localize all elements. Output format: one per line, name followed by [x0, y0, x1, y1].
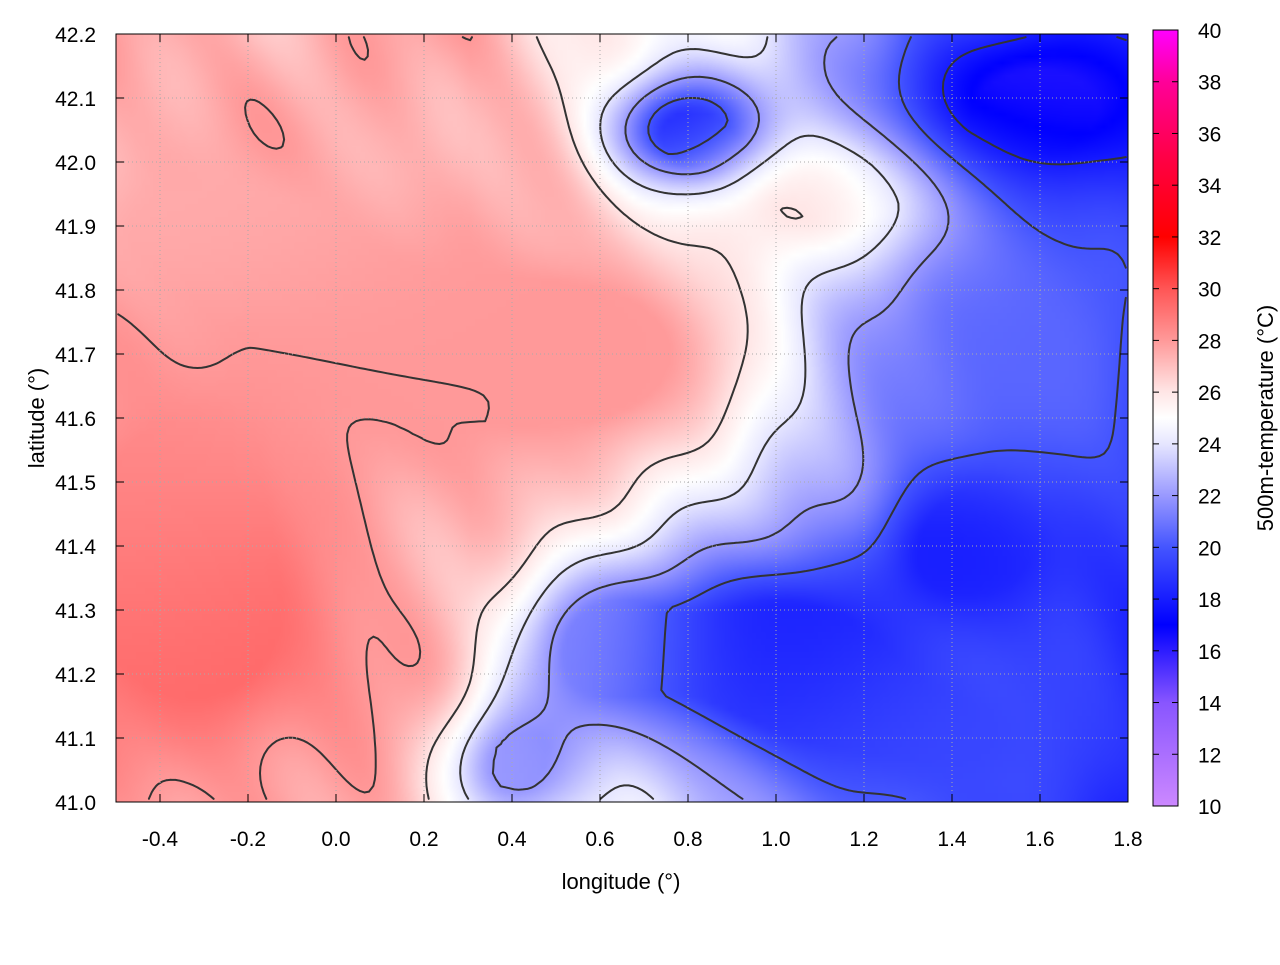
contour-line [647, 36, 1127, 800]
x-tick-label: 0.8 [673, 828, 702, 851]
colorbar-tick-label: 14 [1198, 693, 1222, 716]
colorbar-tick-label: 32 [1198, 227, 1221, 250]
y-axis-label: latitude (°) [24, 368, 49, 469]
y-tick-label: 41.9 [55, 216, 96, 239]
y-tick-label: 41.6 [55, 408, 96, 431]
colorbar-tick-label: 22 [1198, 486, 1221, 509]
x-tick-label: 0.2 [409, 828, 438, 851]
y-tick-label: 41.8 [55, 280, 96, 303]
x-tick-label: 0.0 [321, 828, 350, 851]
x-tick-label: 1.8 [1113, 828, 1142, 851]
contour-line [491, 36, 950, 800]
x-tick-label: 0.4 [497, 828, 527, 851]
colorbar-tick-label: 34 [1198, 175, 1222, 198]
contour-line [117, 36, 490, 800]
colorbar-tick-label: 40 [1198, 20, 1221, 43]
colorbar-tick-label: 20 [1198, 537, 1221, 560]
colorbar-tick-label: 16 [1198, 641, 1221, 664]
colorbar-label: 500m-temperature (°C) [1253, 305, 1278, 531]
colorbar-ticks: 10 12 14 16 18 20 22 24 26 28 30 32 34 36 38 40 [1153, 20, 1222, 819]
grid-lines [116, 33, 1129, 803]
colorbar-tick-label: 18 [1198, 589, 1221, 612]
y-tick-label: 42.1 [55, 88, 96, 111]
contour-lines [117, 36, 1127, 800]
y-tick-label: 41.2 [55, 664, 96, 687]
x-axis-label: longitude (°) [562, 869, 681, 894]
colorbar-tick-label: 38 [1198, 72, 1221, 95]
colorbar-tick-label: 36 [1198, 123, 1221, 146]
x-tick-label: 1.6 [1025, 828, 1054, 851]
y-axis-ticks: 41.0 41.1 41.2 41.3 41.4 41.5 41.6 41.7 41.8 41.9… [55, 24, 1128, 815]
colorbar-tick-label: 28 [1198, 330, 1221, 353]
colorbar-tick-label: 26 [1198, 382, 1221, 405]
y-tick-label: 41.4 [55, 536, 96, 559]
y-tick-label: 41.0 [55, 792, 96, 815]
y-tick-label: 41.1 [55, 728, 96, 751]
contour-line [941, 36, 1127, 166]
x-tick-label: 1.2 [849, 828, 878, 851]
x-axis-ticks: -0.4 -0.2 0.0 0.2 0.4 0.6 0.8 1.0 1.2 1.4 1.6 1.8 [142, 34, 1143, 851]
y-tick-label: 41.5 [55, 472, 96, 495]
x-tick-label: 1.0 [761, 828, 790, 851]
y-tick-label: 42.0 [55, 152, 96, 175]
x-tick-label: -0.4 [142, 828, 179, 851]
contour-line [425, 36, 804, 800]
x-tick-label: 0.6 [585, 828, 614, 851]
x-tick-label: 1.4 [937, 828, 967, 851]
y-tick-label: 42.2 [55, 24, 96, 47]
colorbar-tick-label: 10 [1198, 796, 1221, 819]
colorbar-tick-label: 30 [1198, 279, 1221, 302]
colorbar-tick-label: 12 [1198, 744, 1221, 767]
contour-line [459, 36, 900, 800]
x-tick-label: -0.2 [230, 828, 266, 851]
y-tick-label: 41.3 [55, 600, 96, 623]
y-tick-label: 41.7 [55, 344, 96, 367]
colorbar-tick-label: 24 [1198, 434, 1222, 457]
colorbar [1152, 29, 1179, 807]
